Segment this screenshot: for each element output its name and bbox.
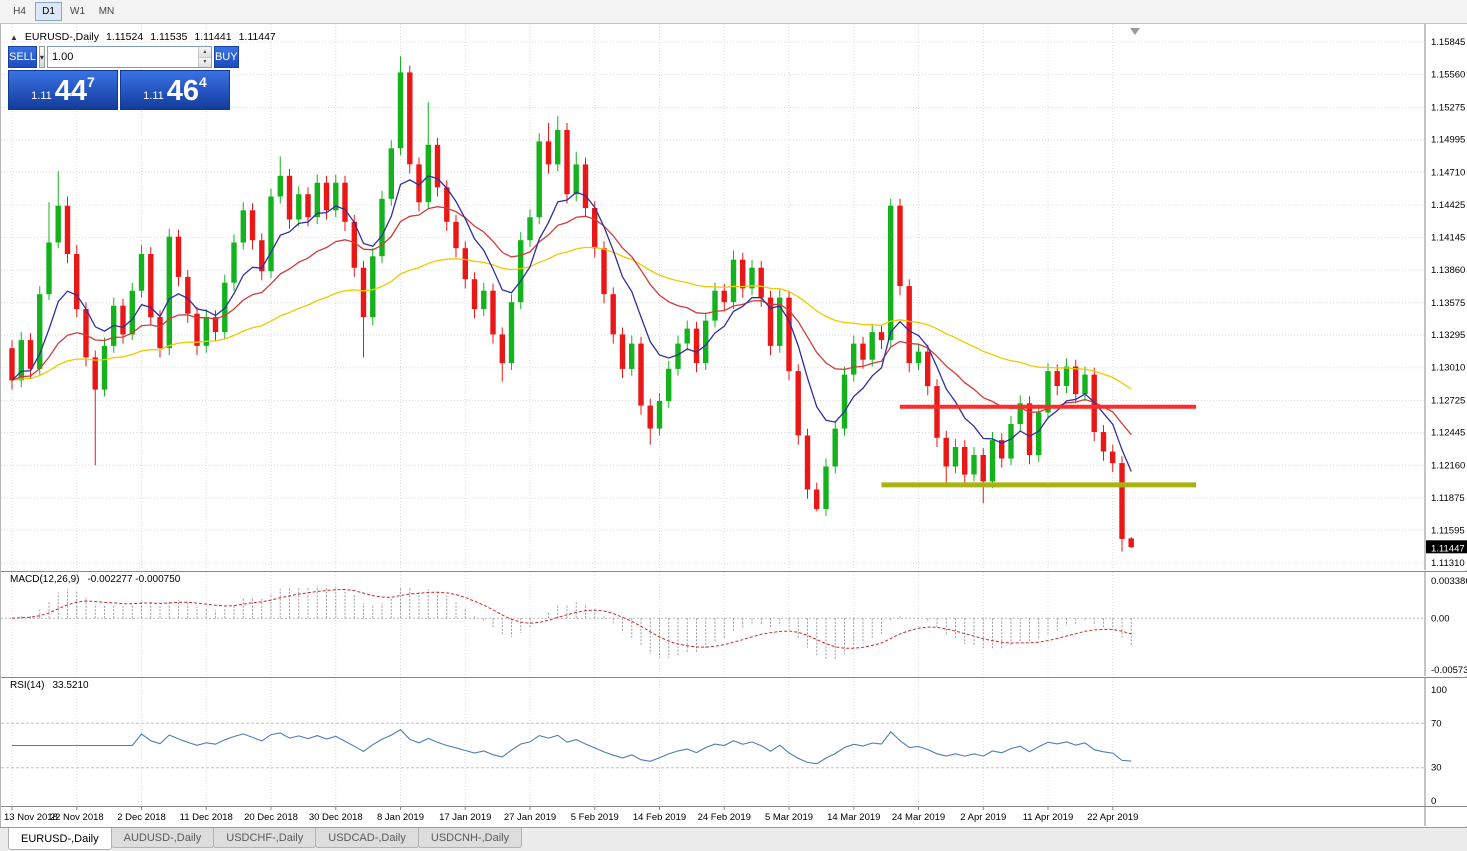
svg-text:8 Jan 2019: 8 Jan 2019 (377, 812, 424, 823)
volume-input[interactable] (47, 47, 198, 67)
svg-text:1.14145: 1.14145 (1431, 232, 1465, 243)
svg-text:30 Dec 2018: 30 Dec 2018 (309, 812, 363, 823)
sell-price-small: 1.11 (31, 90, 52, 102)
sell-price-tile[interactable]: 1.11 44 7 (8, 70, 118, 110)
buy-price-small: 1.11 (143, 90, 164, 102)
timeframe-button-h4[interactable]: H4 (13, 6, 26, 17)
svg-text:1.15845: 1.15845 (1431, 37, 1465, 48)
sell-price-big: 44 (54, 75, 88, 108)
rsi-label: RSI(14) (10, 680, 45, 691)
chart-symbol-label: EURUSD-,Daily (24, 31, 100, 43)
svg-text:2 Dec 2018: 2 Dec 2018 (117, 812, 166, 823)
svg-text:0.00: 0.00 (1431, 613, 1450, 624)
ohlc-close-value: 1.11447 (238, 31, 276, 43)
timeframe-button-d1[interactable]: D1 (35, 2, 62, 21)
svg-text:1.13860: 1.13860 (1431, 265, 1465, 276)
svg-text:14 Mar 2019: 14 Mar 2019 (827, 812, 880, 823)
macd-label: MACD(12,26,9) (10, 574, 80, 585)
chart-tab-usdchf[interactable]: USDCHF-,Daily (213, 828, 317, 848)
svg-text:5 Feb 2019: 5 Feb 2019 (571, 812, 619, 823)
svg-text:0: 0 (1431, 796, 1436, 806)
macd-header: MACD(12,26,9) -0.002277 -0.000750 (10, 574, 180, 585)
buy-price-big: 46 (166, 75, 200, 108)
svg-text:13 Nov 2018: 13 Nov 2018 (4, 812, 58, 823)
svg-text:1.14425: 1.14425 (1431, 200, 1465, 211)
svg-text:1.12725: 1.12725 (1431, 395, 1465, 406)
ohlc-low-value: 1.11441 (194, 31, 232, 43)
sell-price-sup: 7 (87, 74, 95, 90)
chart-tab-usdcad[interactable]: USDCAD-,Daily (315, 828, 419, 848)
svg-text:22 Apr 2019: 22 Apr 2019 (1087, 812, 1138, 823)
svg-text:-0.005737: -0.005737 (1431, 665, 1467, 676)
svg-text:1.15275: 1.15275 (1431, 103, 1465, 114)
svg-text:1.12160: 1.12160 (1431, 460, 1465, 471)
spinner-down-icon[interactable]: ▾ (198, 56, 211, 67)
buy-button[interactable]: BUY (213, 46, 239, 68)
timeframe-button-mn[interactable]: MN (98, 6, 115, 17)
svg-text:11 Dec 2018: 11 Dec 2018 (180, 812, 233, 823)
macd-panel-canvas[interactable]: 0.003386 0.00 -0.005737 (1, 571, 1467, 676)
chart-tab-audusd[interactable]: AUDUSD-,Daily (110, 828, 215, 848)
chart-shift-end-icon[interactable] (1130, 28, 1140, 35)
svg-text:100: 100 (1431, 685, 1447, 696)
volume-dropdown-button[interactable]: ▾ (38, 46, 45, 68)
svg-text:24 Mar 2019: 24 Mar 2019 (892, 812, 945, 823)
ohlc-high-value: 1.11535 (150, 31, 188, 43)
rsi-value: 33.5210 (52, 680, 89, 691)
svg-text:1.14710: 1.14710 (1431, 167, 1465, 178)
chart-window: 1.15845 1.15560 1.15275 1.14995 1.14710 1.144… (0, 24, 1467, 827)
macd-values: -0.002277 -0.000750 (87, 574, 181, 585)
svg-text:5 Mar 2019: 5 Mar 2019 (765, 812, 813, 823)
svg-text:1.13575: 1.13575 (1431, 298, 1465, 309)
svg-text:22 Nov 2018: 22 Nov 2018 (50, 812, 104, 823)
svg-text:30: 30 (1431, 763, 1442, 774)
svg-text:27 Jan 2019: 27 Jan 2019 (504, 812, 556, 823)
buy-price-tile[interactable]: 1.11 46 4 (120, 70, 230, 110)
svg-text:1.15560: 1.15560 (1431, 70, 1465, 81)
svg-text:1.13010: 1.13010 (1431, 363, 1465, 374)
svg-text:17 Jan 2019: 17 Jan 2019 (439, 812, 491, 823)
svg-text:1.12445: 1.12445 (1431, 428, 1465, 439)
one-click-toggle-icon[interactable]: ▲ (10, 32, 18, 42)
svg-text:1.11595: 1.11595 (1431, 525, 1465, 536)
svg-text:14 Feb 2019: 14 Feb 2019 (633, 812, 686, 823)
svg-text:1.11875: 1.11875 (1431, 493, 1465, 504)
chart-tab-bar: EURUSD-,Daily AUDUSD-,Daily USDCHF-,Dail… (0, 827, 1467, 851)
ohlc-open-value: 1.11524 (106, 31, 144, 43)
rsi-header: RSI(14) 33.5210 (10, 680, 89, 691)
svg-text:70: 70 (1431, 718, 1442, 729)
svg-text:1.13295: 1.13295 (1431, 330, 1465, 341)
svg-text:2 Apr 2019: 2 Apr 2019 (960, 812, 1006, 823)
svg-text:1.11447: 1.11447 (1431, 543, 1465, 554)
price-chart-canvas[interactable]: 1.15845 1.15560 1.15275 1.14995 1.14710 1.144… (1, 24, 1467, 570)
svg-text:1.11310: 1.11310 (1431, 558, 1465, 569)
chart-tab-eurusd[interactable]: EURUSD-,Daily (8, 828, 112, 850)
chart-title: ▲ EURUSD-,Daily 1.11524 1.11535 1.11441 … (10, 31, 276, 43)
sell-button[interactable]: SELL (8, 46, 37, 68)
spinner-up-icon[interactable]: ▴ (198, 47, 211, 57)
svg-text:0.003386: 0.003386 (1431, 576, 1467, 587)
chevron-down-icon: ▾ (39, 52, 44, 62)
volume-field: ▴ ▾ (46, 46, 212, 68)
timeframe-toolbar: H4 D1 W1 MN (0, 0, 1467, 24)
svg-text:1.14995: 1.14995 (1431, 135, 1465, 146)
rsi-panel-canvas[interactable]: 100 70 30 0 (1, 677, 1467, 806)
svg-text:11 Apr 2019: 11 Apr 2019 (1023, 812, 1074, 823)
svg-text:20 Dec 2018: 20 Dec 2018 (244, 812, 298, 823)
buy-price-sup: 4 (199, 74, 207, 90)
timeframe-button-w1[interactable]: W1 (70, 6, 85, 17)
chart-tab-usdcnh[interactable]: USDCNH-,Daily (417, 828, 523, 848)
volume-spinner: ▴ ▾ (197, 47, 211, 67)
svg-text:24 Feb 2019: 24 Feb 2019 (698, 812, 751, 823)
